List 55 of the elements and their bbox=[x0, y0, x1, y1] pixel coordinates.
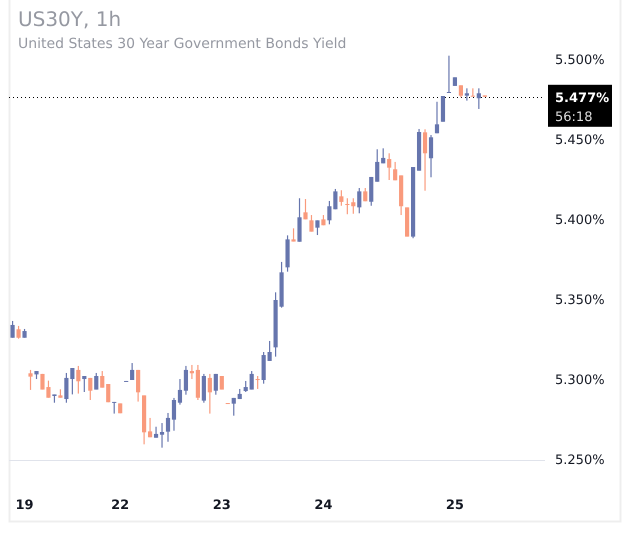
candlestick bbox=[363, 187, 368, 202]
candlestick bbox=[82, 375, 86, 393]
chart-title: US30Y, 1h bbox=[18, 7, 122, 31]
candlestick bbox=[220, 375, 224, 390]
candlestick bbox=[428, 134, 434, 178]
y-tick-label: 5.300% bbox=[555, 373, 605, 388]
candlestick bbox=[130, 362, 134, 381]
candlestick bbox=[309, 214, 314, 232]
candlestick bbox=[476, 88, 481, 110]
candlestick bbox=[70, 367, 74, 395]
candlestick bbox=[88, 377, 92, 401]
candlestick bbox=[46, 380, 51, 398]
candlestick bbox=[148, 417, 152, 438]
candlestick bbox=[268, 340, 272, 362]
candlestick bbox=[136, 369, 140, 402]
candlestick bbox=[387, 152, 392, 181]
candlestick bbox=[422, 128, 428, 192]
candlestick bbox=[434, 101, 440, 134]
ref-line-label: 5.477% bbox=[555, 90, 610, 106]
candlestick bbox=[154, 426, 158, 438]
candlestick bbox=[446, 55, 452, 93]
x-tick-label: 25 bbox=[446, 498, 464, 514]
x-tick-label: 24 bbox=[314, 498, 332, 514]
candlestick bbox=[303, 198, 308, 220]
candlestick bbox=[10, 320, 15, 338]
candlestick bbox=[190, 364, 194, 380]
candlestick bbox=[112, 401, 116, 414]
candlestick bbox=[393, 161, 398, 181]
candlestick bbox=[256, 375, 260, 390]
candlestick bbox=[315, 220, 320, 236]
text: 56:18 bbox=[555, 110, 592, 125]
candlestick bbox=[94, 372, 98, 390]
candlestick bbox=[184, 365, 188, 396]
candlestick bbox=[172, 397, 176, 432]
x-tick-label: 22 bbox=[111, 498, 130, 514]
candlestick bbox=[64, 372, 68, 404]
x-tick-label: 19 bbox=[15, 498, 34, 514]
x-tick-label: 23 bbox=[212, 498, 231, 514]
y-tick-label: 5.450% bbox=[555, 133, 605, 148]
candlestick bbox=[339, 190, 344, 206]
y-tick-label: 5.500% bbox=[555, 53, 605, 68]
candlestick bbox=[16, 325, 21, 340]
candlestick bbox=[214, 373, 218, 396]
candlestick bbox=[166, 412, 170, 442]
candlestick bbox=[321, 214, 326, 226]
text: United States 30 Year Government Bonds Yield bbox=[18, 36, 346, 52]
candlestick bbox=[357, 187, 362, 214]
candlestick bbox=[333, 188, 338, 210]
y-tick-label: 5.250% bbox=[555, 453, 605, 468]
candlestick bbox=[178, 378, 182, 406]
candlestick bbox=[327, 200, 332, 225]
candlestick bbox=[208, 373, 212, 414]
candlestick bbox=[76, 365, 80, 394]
y-tick-label: 5.350% bbox=[555, 293, 605, 308]
y-tick-label: 5.400% bbox=[555, 213, 605, 228]
